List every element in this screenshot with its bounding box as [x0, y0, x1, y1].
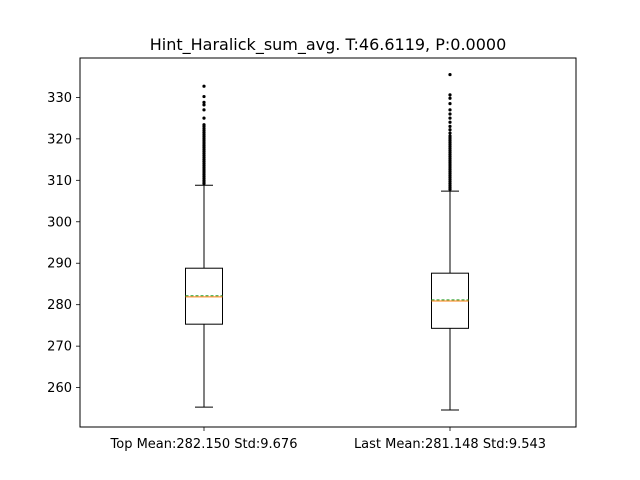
y-tick-label: 310 — [47, 174, 72, 189]
plot-area-frame — [79, 57, 577, 428]
x-tick-label: Last Mean:281.148 Std:9.543 — [354, 437, 546, 452]
y-tick-label: 270 — [47, 340, 72, 355]
outlier-point — [448, 128, 452, 132]
outlier-point — [448, 116, 452, 120]
outlier-point — [448, 108, 452, 112]
chart-title: Hint_Haralick_sum_avg. T:46.6119, P:0.00… — [150, 35, 507, 55]
outlier-point — [202, 103, 206, 107]
outlier-point — [448, 124, 452, 129]
outlier-point — [202, 123, 206, 127]
outlier-point — [202, 108, 206, 112]
outlier-point — [448, 72, 452, 77]
outlier-point — [448, 93, 452, 97]
outlier-point — [202, 94, 206, 99]
outlier-point — [202, 84, 206, 88]
outlier-point — [448, 96, 452, 100]
outlier-point — [448, 102, 452, 106]
outlier-point — [448, 112, 452, 116]
outlier-point — [448, 120, 452, 124]
y-tick-label: 330 — [47, 91, 72, 106]
y-tick-label: 280 — [47, 298, 72, 313]
outlier-point — [448, 131, 452, 135]
x-tick-label: Top Mean:282.150 Std:9.676 — [110, 437, 298, 452]
y-tick-label: 260 — [47, 381, 72, 396]
y-tick-label: 320 — [47, 132, 72, 147]
outlier-point — [202, 100, 206, 104]
y-tick-label: 290 — [47, 257, 72, 272]
outlier-point — [202, 116, 206, 120]
outlier-point — [448, 134, 452, 138]
y-tick-label: 300 — [47, 215, 72, 230]
